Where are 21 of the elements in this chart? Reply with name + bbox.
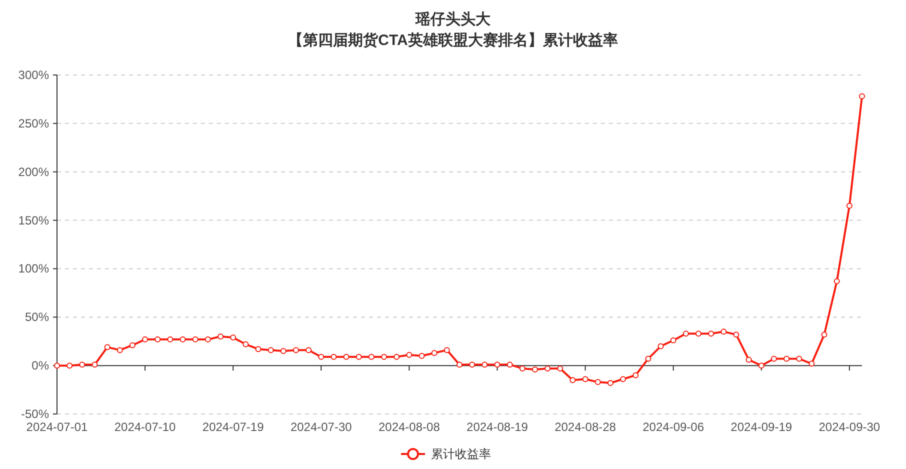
y-tick-label: 200% bbox=[18, 164, 50, 179]
x-tick-label: 2024-07-19 bbox=[202, 420, 264, 434]
y-tick-label: 0% bbox=[32, 358, 50, 373]
x-tick-label: 2024-08-19 bbox=[466, 420, 528, 434]
y-tick-label: 50% bbox=[24, 310, 50, 324]
x-tick-label: 2024-07-01 bbox=[26, 420, 88, 434]
y-tick-label: -50% bbox=[20, 407, 50, 421]
x-tick-label: 2024-07-10 bbox=[114, 420, 176, 434]
y-tick-label: 100% bbox=[18, 262, 50, 276]
x-tick-label: 2024-08-28 bbox=[554, 420, 616, 434]
x-tick-label: 2024-08-08 bbox=[378, 420, 440, 434]
legend-label: 累计收益率 bbox=[431, 447, 491, 461]
x-tick-label: 2024-07-30 bbox=[290, 420, 352, 434]
chart-title: 瑶仔头头大 bbox=[414, 11, 492, 28]
x-tick-label: 2024-09-19 bbox=[730, 420, 792, 434]
y-tick-label: 250% bbox=[18, 116, 50, 130]
x-tick-label: 2024-09-06 bbox=[642, 420, 704, 434]
y-tick-label: 150% bbox=[18, 213, 50, 228]
chart-subtitle: 【第四届期货CTA英雄联盟大赛排名】累计收益率 bbox=[288, 31, 618, 49]
y-tick-label: 300% bbox=[18, 68, 50, 82]
x-tick-label: 2024-09-30 bbox=[818, 420, 880, 434]
